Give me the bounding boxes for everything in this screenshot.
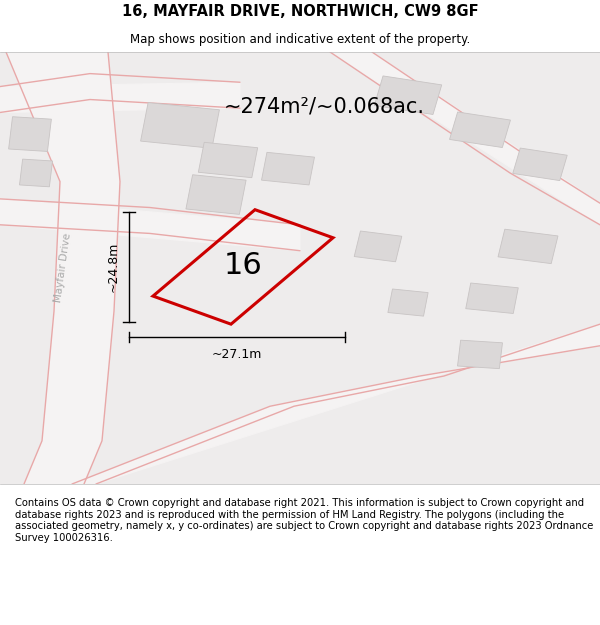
Text: Mayfair Drive: Mayfair Drive — [53, 232, 73, 303]
Polygon shape — [72, 324, 600, 484]
Polygon shape — [19, 159, 53, 187]
Polygon shape — [199, 142, 257, 177]
Polygon shape — [513, 148, 567, 181]
Text: Contains OS data © Crown copyright and database right 2021. This information is : Contains OS data © Crown copyright and d… — [15, 498, 593, 543]
Text: ~27.1m: ~27.1m — [212, 348, 262, 361]
Polygon shape — [466, 283, 518, 314]
Polygon shape — [374, 76, 442, 114]
Polygon shape — [8, 117, 52, 151]
Polygon shape — [0, 199, 300, 251]
Text: ~24.8m: ~24.8m — [107, 242, 120, 292]
Polygon shape — [449, 112, 511, 148]
Polygon shape — [6, 52, 120, 484]
Polygon shape — [498, 229, 558, 264]
Polygon shape — [458, 340, 502, 369]
Polygon shape — [186, 175, 246, 214]
Text: 16, MAYFAIR DRIVE, NORTHWICH, CW9 8GF: 16, MAYFAIR DRIVE, NORTHWICH, CW9 8GF — [122, 4, 478, 19]
Polygon shape — [140, 102, 220, 148]
Text: Map shows position and indicative extent of the property.: Map shows position and indicative extent… — [130, 32, 470, 46]
Polygon shape — [0, 82, 240, 112]
Polygon shape — [388, 289, 428, 316]
Polygon shape — [330, 52, 600, 225]
Polygon shape — [0, 52, 600, 484]
Text: ~274m²/~0.068ac.: ~274m²/~0.068ac. — [223, 96, 425, 116]
Polygon shape — [354, 231, 402, 262]
Polygon shape — [262, 152, 314, 185]
Text: 16: 16 — [224, 251, 262, 281]
